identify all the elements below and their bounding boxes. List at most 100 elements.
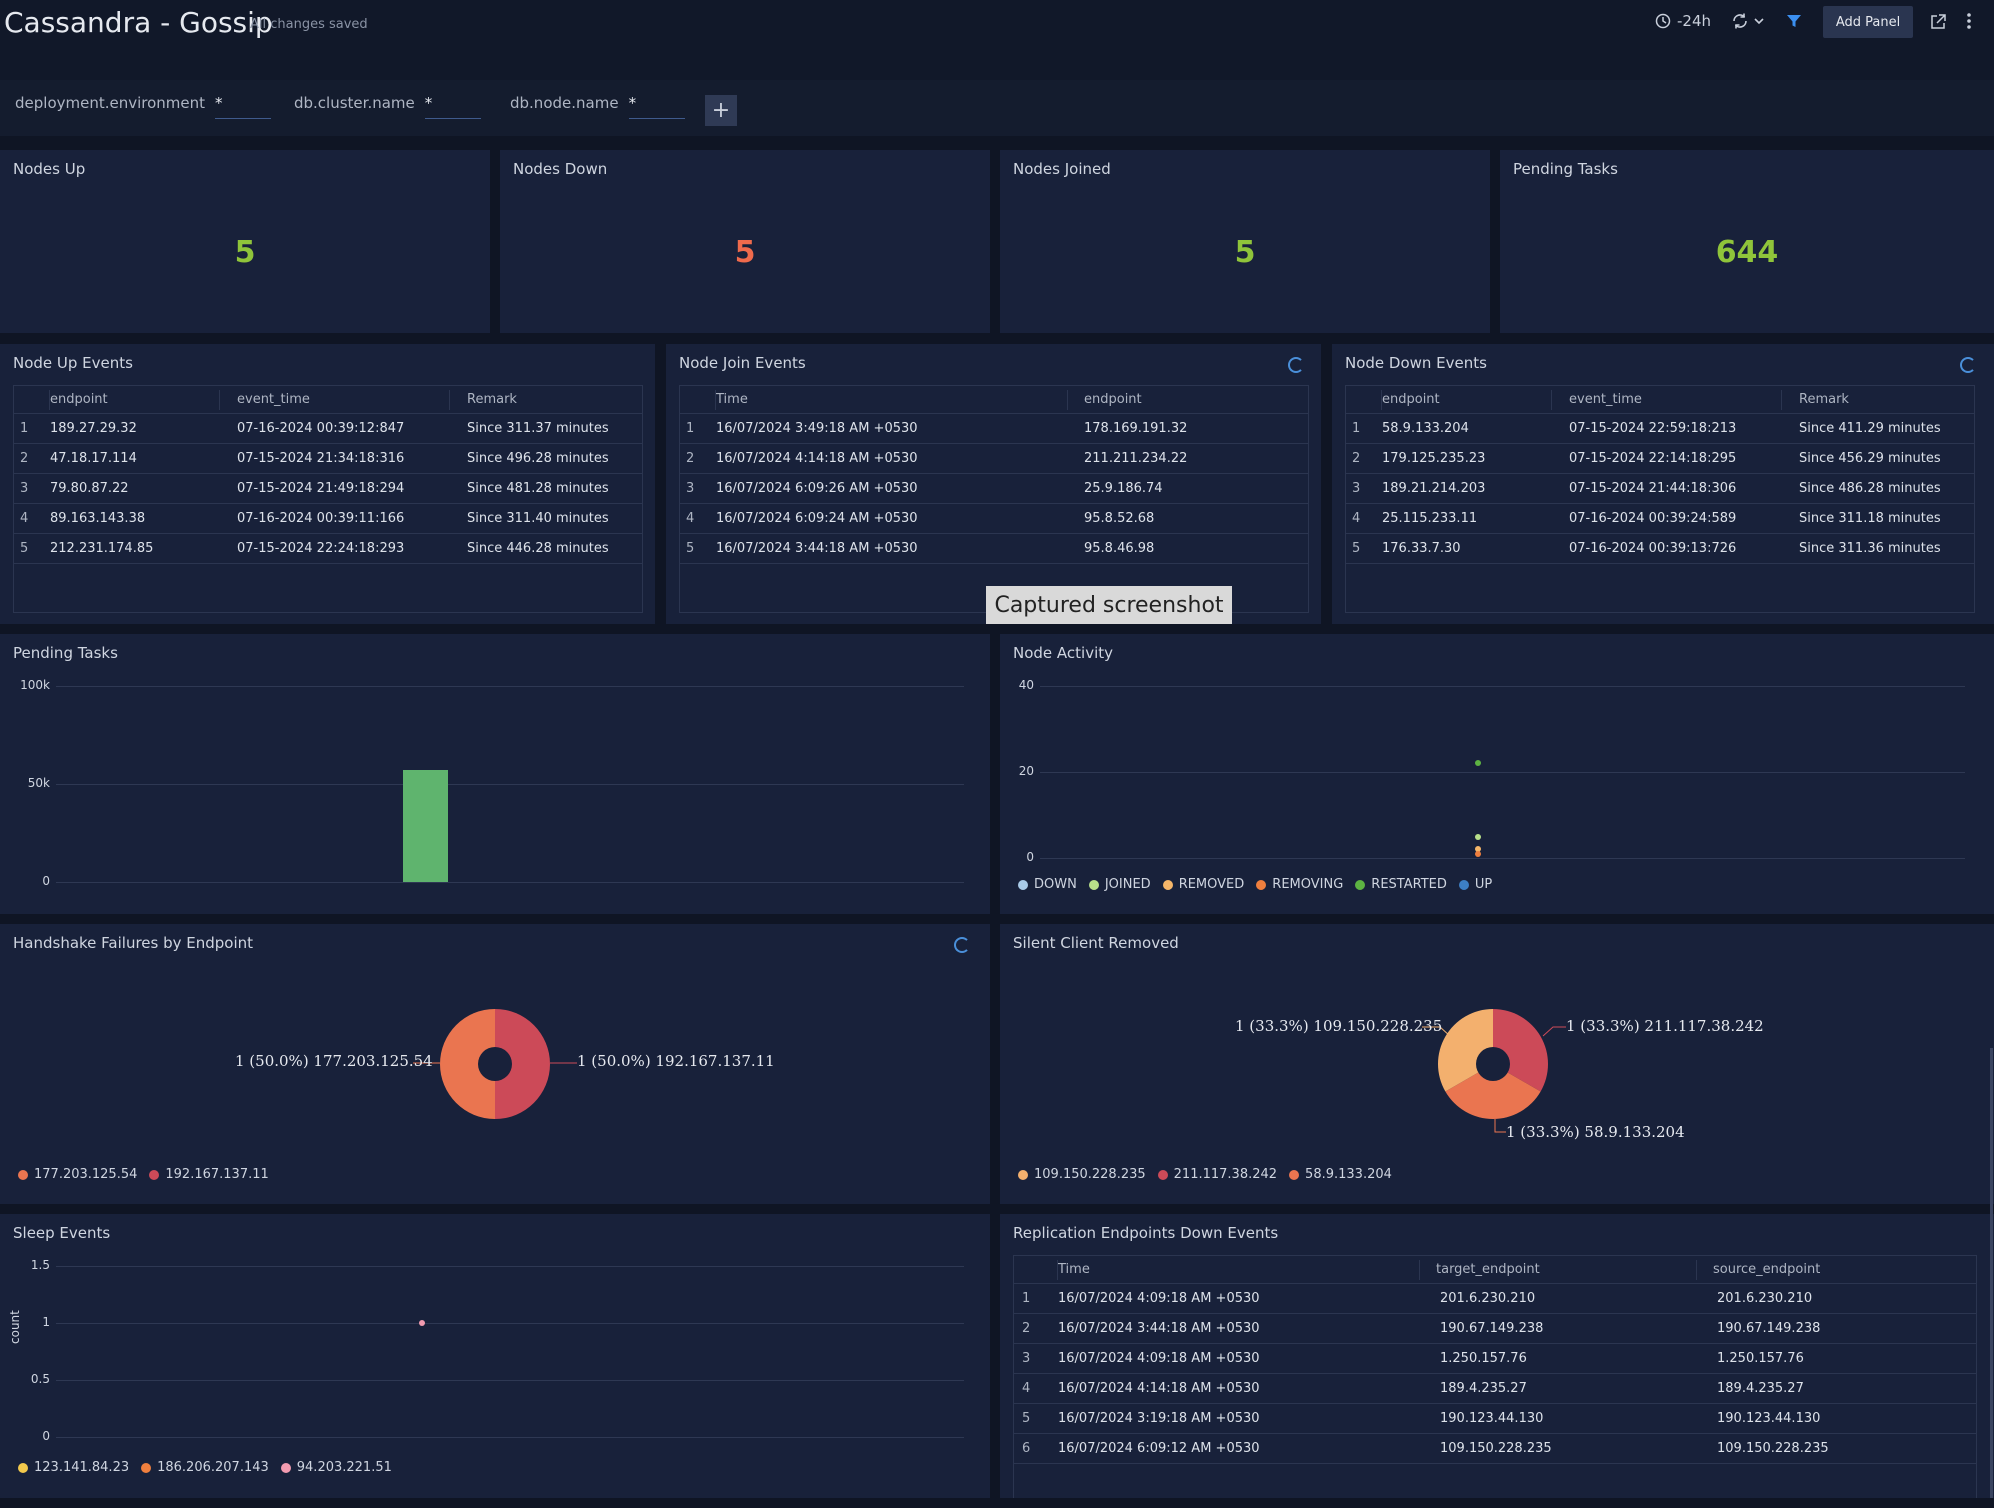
table-row[interactable]: 5 176.33.7.30 07-16-2024 00:39:13:726 Since…	[1346, 534, 1974, 564]
table-row[interactable]: 6 16/07/2024 6:09:12 AM +0530 109.150.228.…	[1014, 1434, 1976, 1464]
table-row[interactable]: 5 16/07/2024 3:44:18 AM +0530 95.8.46.98	[680, 534, 1308, 564]
table-cell: 190.67.149.238	[1440, 1321, 1544, 1336]
legend-item[interactable]: REMOVED	[1162, 877, 1245, 892]
column-header[interactable]: Time	[716, 389, 1068, 410]
table-row[interactable]: 1 58.9.133.204 07-15-2024 22:59:18:213 Sinc…	[1346, 414, 1974, 444]
table-row[interactable]: 1 16/07/2024 4:09:18 AM +0530 201.6.230.21…	[1014, 1284, 1976, 1314]
column-header[interactable]: Remark	[1799, 391, 1849, 407]
legend-item[interactable]: 192.167.137.11	[149, 1167, 269, 1182]
filter-bar: deployment.environment * db.cluster.name…	[0, 80, 1994, 136]
legend-item[interactable]: UP	[1458, 877, 1492, 892]
column-header[interactable]: source_endpoint	[1713, 1261, 1821, 1277]
table-row[interactable]: 5 16/07/2024 3:19:18 AM +0530 190.123.44.1…	[1014, 1404, 1976, 1434]
panel-title: Nodes Up	[13, 160, 86, 178]
table-row[interactable]: 4 25.115.233.11 07-16-2024 00:39:24:589 Sin…	[1346, 504, 1974, 534]
table-row[interactable]: 3 189.21.214.203 07-15-2024 21:44:18:306 Si…	[1346, 474, 1974, 504]
panel-title: Silent Client Removed	[1013, 934, 1179, 952]
page-scrollbar[interactable]	[1990, 1048, 1993, 1498]
table-row[interactable]: 2 16/07/2024 4:14:18 AM +0530 211.211.234.…	[680, 444, 1308, 474]
filter-value[interactable]: *	[215, 94, 272, 119]
pie-slice[interactable]	[1445, 1064, 1541, 1119]
table-cell: 07-16-2024 00:39:13:726	[1569, 541, 1737, 556]
table-row[interactable]: 5 212.231.174.85 07-15-2024 22:24:18:293 Si…	[14, 534, 642, 564]
table-row[interactable]: 4 16/07/2024 4:14:18 AM +0530 189.4.235.27…	[1014, 1374, 1976, 1404]
share-icon	[1931, 14, 1946, 29]
filter-db-cluster-name[interactable]: db.cluster.name *	[294, 94, 481, 119]
screenshot-tooltip: Captured screenshot	[986, 586, 1232, 624]
table-row[interactable]: 1 16/07/2024 3:49:18 AM +0530 178.169.191.…	[680, 414, 1308, 444]
save-status: All changes saved	[250, 17, 368, 32]
table-row[interactable]: 4 89.163.143.38 07-16-2024 00:39:11:166 Sin…	[14, 504, 642, 534]
panel-title: Nodes Joined	[1013, 160, 1111, 178]
pie-slice-label: 1 (33.3%) 109.150.228.235	[1235, 1017, 1443, 1035]
y-tick-label: 0.5	[30, 1372, 50, 1386]
data-point[interactable]	[1474, 833, 1481, 840]
table-row[interactable]: 4 16/07/2024 6:09:24 AM +0530 95.8.52.68	[680, 504, 1308, 534]
table-row[interactable]: 2 16/07/2024 3:44:18 AM +0530 190.67.149.2…	[1014, 1314, 1976, 1344]
column-header[interactable]: Time	[1058, 1259, 1420, 1280]
legend-label: REMOVED	[1178, 877, 1245, 892]
table-cell: 1.250.157.76	[1717, 1351, 1804, 1366]
legend-item[interactable]: 186.206.207.143	[141, 1460, 269, 1475]
column-header[interactable]: endpoint	[50, 389, 220, 410]
table-cell: 16/07/2024 4:14:18 AM +0530	[716, 451, 918, 466]
filter-value[interactable]: *	[628, 94, 685, 119]
legend-item[interactable]: RESTARTED	[1355, 877, 1447, 892]
column-header[interactable]: Remark	[467, 391, 517, 407]
panel-silent-client-removed: Silent Client Removed 1 (33.3%) 109.150.…	[1000, 924, 1994, 1204]
legend-item[interactable]: 177.203.125.54	[18, 1167, 137, 1182]
y-tick-label: 100k	[20, 678, 50, 692]
table-cell: Since 411.29 minutes	[1799, 421, 1941, 436]
legend-item[interactable]: REMOVING	[1256, 877, 1343, 892]
refresh-button[interactable]	[1731, 12, 1765, 30]
table-cell: 189.4.235.27	[1717, 1381, 1804, 1396]
add-filter-button[interactable]: +	[705, 95, 737, 126]
filter-button[interactable]	[1786, 13, 1802, 29]
column-header[interactable]: event_time	[1552, 389, 1782, 410]
table-row[interactable]: 3 16/07/2024 6:09:26 AM +0530 25.9.186.74	[680, 474, 1308, 504]
table-cell: Since 486.28 minutes	[1799, 481, 1941, 496]
more-options-button[interactable]	[1966, 12, 1972, 30]
time-range-picker[interactable]: -24h	[1655, 12, 1711, 30]
legend-item[interactable]: JOINED	[1088, 877, 1151, 892]
table-header: Time endpoint	[680, 386, 1308, 414]
column-header[interactable]: target_endpoint	[1420, 1259, 1697, 1280]
bar[interactable]	[402, 770, 448, 882]
panel-nodes-joined: Nodes Joined 5	[1000, 150, 1490, 333]
add-panel-button[interactable]: Add Panel	[1823, 6, 1913, 38]
panel-title: Node Activity	[1013, 644, 1114, 662]
table-row[interactable]: 2 47.18.17.114 07-15-2024 21:34:18:316 Sinc…	[14, 444, 642, 474]
table-row[interactable]: 3 79.80.87.22 07-15-2024 21:49:18:294 Since…	[14, 474, 642, 504]
filter-value[interactable]: *	[424, 94, 481, 119]
column-header[interactable]: endpoint	[1382, 389, 1552, 410]
filter-db-node-name[interactable]: db.node.name *	[510, 94, 685, 119]
pie-slice[interactable]	[440, 1009, 495, 1119]
data-point[interactable]	[1474, 850, 1481, 857]
legend-item[interactable]: 94.203.221.51	[280, 1460, 392, 1475]
table-row[interactable]: 2 179.125.235.23 07-15-2024 22:14:18:295 Si…	[1346, 444, 1974, 474]
legend-item[interactable]: 109.150.228.235	[1018, 1167, 1146, 1182]
filter-deployment-environment[interactable]: deployment.environment *	[15, 94, 272, 119]
legend-item[interactable]: 58.9.133.204	[1289, 1167, 1392, 1182]
data-point[interactable]	[1474, 760, 1481, 767]
column-header[interactable]: event_time	[220, 389, 450, 410]
row-index: 5	[686, 541, 695, 556]
table-cell: 201.6.230.210	[1440, 1291, 1536, 1306]
table-cell: 07-16-2024 00:39:11:166	[237, 511, 405, 526]
column-header[interactable]: endpoint	[1084, 391, 1142, 407]
legend-item[interactable]: DOWN	[1018, 877, 1077, 892]
table-row[interactable]: 1 189.27.29.32 07-16-2024 00:39:12:847 Sinc…	[14, 414, 642, 444]
legend-label: RESTARTED	[1371, 877, 1447, 892]
legend-item[interactable]: 211.117.38.242	[1157, 1167, 1277, 1182]
data-point[interactable]	[1474, 846, 1481, 853]
node-join-table: Time endpoint 1 16/07/2024 3:49:18 AM +05…	[679, 385, 1309, 613]
data-point[interactable]	[419, 1320, 426, 1326]
legend-item[interactable]: 123.141.84.23	[18, 1460, 129, 1475]
legend-label: JOINED	[1104, 877, 1151, 892]
pie-slice[interactable]	[495, 1009, 550, 1119]
share-button[interactable]	[1929, 13, 1947, 31]
panel-node-down-events: Node Down Events endpoint event_time Rem…	[1332, 344, 1994, 624]
table-cell: 25.115.233.11	[1382, 511, 1478, 526]
table-row[interactable]: 3 16/07/2024 4:09:18 AM +0530 1.250.157.76…	[1014, 1344, 1976, 1374]
panel-node-activity: Node Activity 40 20 0 DOWN JOINED REMOVED REM…	[1000, 634, 1994, 914]
